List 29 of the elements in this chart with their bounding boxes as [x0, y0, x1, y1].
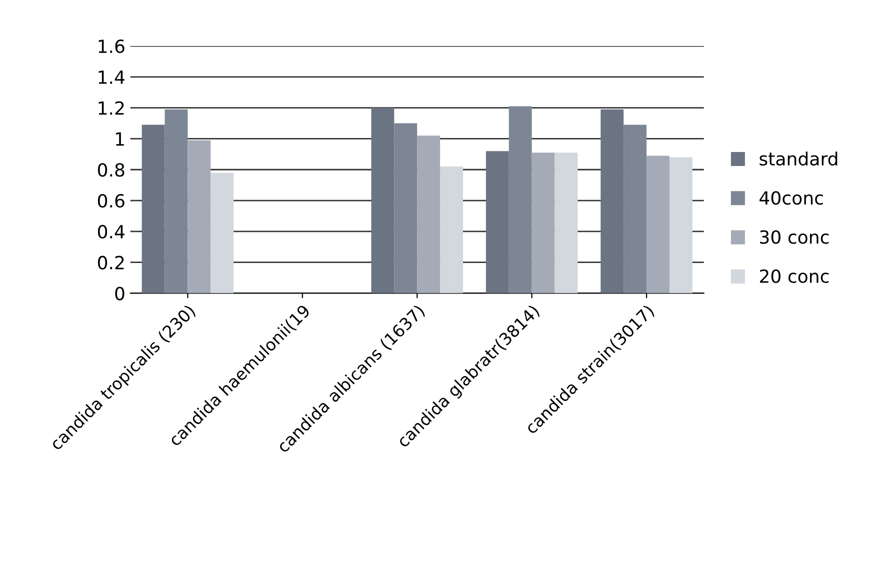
bar	[508, 106, 532, 294]
y-tick-label: 0.2	[98, 256, 124, 270]
y-tick-label: 0.6	[98, 194, 124, 208]
bar	[624, 124, 647, 294]
y-tick-label: 0.8	[98, 163, 124, 177]
legend-label: standard	[760, 152, 838, 166]
y-tick-label: 0	[115, 286, 124, 300]
bar	[486, 151, 509, 294]
bar	[440, 166, 464, 294]
legend-label: 20 conc	[760, 269, 829, 284]
bar	[164, 109, 188, 294]
bar	[669, 157, 692, 294]
bar	[394, 123, 418, 294]
y-tick-label: 1.6	[98, 39, 124, 54]
y-tick-label: 1.2	[98, 101, 124, 115]
y-tick-label: 1.4	[98, 70, 124, 84]
bar	[371, 108, 394, 294]
bar	[188, 140, 211, 294]
bar	[532, 152, 555, 294]
legend-label: 30 conc	[760, 230, 829, 244]
y-tick-label: 1	[116, 132, 124, 146]
bar	[417, 136, 440, 294]
bar	[646, 156, 670, 294]
bar	[210, 172, 234, 294]
bar	[142, 124, 165, 294]
bar	[600, 109, 624, 294]
legend-label: 40conc	[760, 191, 823, 205]
y-tick-label: 0.4	[98, 224, 124, 239]
bar	[554, 152, 578, 294]
